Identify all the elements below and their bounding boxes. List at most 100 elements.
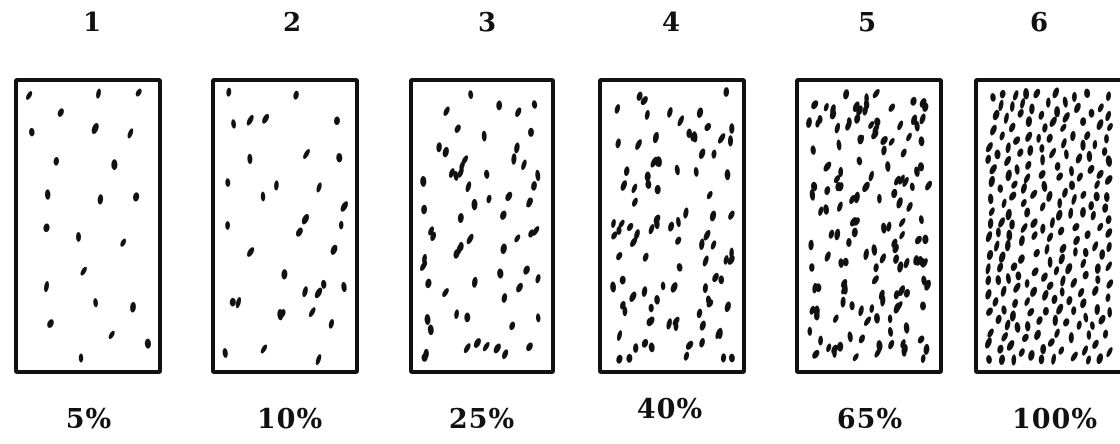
dot xyxy=(888,339,895,350)
dot xyxy=(1073,235,1080,246)
dot xyxy=(868,170,874,182)
dot xyxy=(623,166,630,176)
dot xyxy=(723,255,729,265)
dot xyxy=(693,167,699,177)
dot xyxy=(1106,347,1113,358)
dot xyxy=(1080,139,1086,151)
panel-number-1: 1 xyxy=(82,8,102,38)
dot xyxy=(914,235,922,245)
dot xyxy=(888,137,895,146)
dot xyxy=(1107,306,1112,318)
dot xyxy=(76,231,81,242)
dot xyxy=(532,226,540,236)
dot xyxy=(900,148,907,158)
dot xyxy=(917,335,925,344)
dot xyxy=(1051,294,1058,305)
dot xyxy=(887,314,893,324)
dot xyxy=(842,257,849,267)
dot xyxy=(626,353,633,363)
dot xyxy=(918,136,925,147)
dot xyxy=(998,99,1004,112)
dot xyxy=(903,322,910,334)
dot xyxy=(130,301,136,313)
dot xyxy=(849,301,855,311)
dot xyxy=(824,186,831,196)
dot xyxy=(893,290,900,300)
dot xyxy=(1096,119,1104,130)
dot xyxy=(998,354,1006,365)
dot xyxy=(895,301,903,312)
dot xyxy=(471,198,478,211)
dot xyxy=(992,297,999,307)
dot xyxy=(1096,169,1104,179)
dot xyxy=(482,341,490,352)
dot xyxy=(1098,314,1106,325)
dot xyxy=(473,338,481,348)
dot xyxy=(1060,123,1067,132)
dot xyxy=(717,133,726,144)
dot xyxy=(1084,131,1091,141)
dot xyxy=(652,131,659,144)
dot xyxy=(336,152,343,163)
dot xyxy=(1033,88,1041,99)
dot xyxy=(610,281,616,293)
dot xyxy=(1018,348,1025,357)
dot xyxy=(696,107,704,118)
dot xyxy=(1005,142,1011,154)
dot xyxy=(500,210,507,220)
dot xyxy=(453,170,459,181)
dot xyxy=(1083,312,1089,323)
dot xyxy=(1046,97,1051,108)
dot xyxy=(1033,248,1040,258)
dot xyxy=(871,275,879,285)
dot xyxy=(1042,307,1049,316)
dot xyxy=(995,314,1002,325)
dot xyxy=(809,305,815,315)
dot xyxy=(899,230,905,240)
dot xyxy=(1082,270,1089,280)
dot xyxy=(616,226,622,235)
dot xyxy=(341,281,347,293)
dot xyxy=(846,238,852,247)
dot xyxy=(616,330,623,341)
dot xyxy=(497,268,504,279)
dot xyxy=(837,182,844,192)
dot xyxy=(1071,194,1077,205)
dot xyxy=(457,212,464,224)
dot xyxy=(80,266,87,276)
dot xyxy=(535,313,541,323)
dot xyxy=(448,168,455,178)
dot xyxy=(902,176,909,187)
dot xyxy=(1104,175,1113,185)
dot xyxy=(985,154,992,164)
dot xyxy=(1005,273,1011,285)
dot xyxy=(718,275,725,285)
dot xyxy=(1057,198,1063,209)
dot xyxy=(818,206,824,216)
dot xyxy=(229,297,236,307)
dot xyxy=(683,351,690,361)
dot xyxy=(809,189,816,201)
dot xyxy=(47,319,54,328)
dot xyxy=(1040,223,1046,234)
dot xyxy=(1076,172,1083,182)
dot xyxy=(1046,133,1053,143)
dot xyxy=(1080,117,1087,126)
dot xyxy=(1046,281,1054,291)
dot xyxy=(1056,172,1064,181)
dot xyxy=(897,120,904,131)
dots-layer-5 xyxy=(806,88,933,363)
dot xyxy=(614,104,621,114)
dot xyxy=(1074,102,1081,114)
dot xyxy=(810,181,818,192)
dot xyxy=(837,201,843,212)
dot xyxy=(1063,318,1070,327)
dot xyxy=(1070,130,1076,142)
dot xyxy=(45,189,51,200)
dot xyxy=(633,343,639,353)
dot xyxy=(1024,207,1031,218)
coverage-label-3: 25% xyxy=(448,404,516,435)
dot xyxy=(1018,254,1025,264)
dot xyxy=(892,243,899,254)
dot xyxy=(509,321,516,331)
